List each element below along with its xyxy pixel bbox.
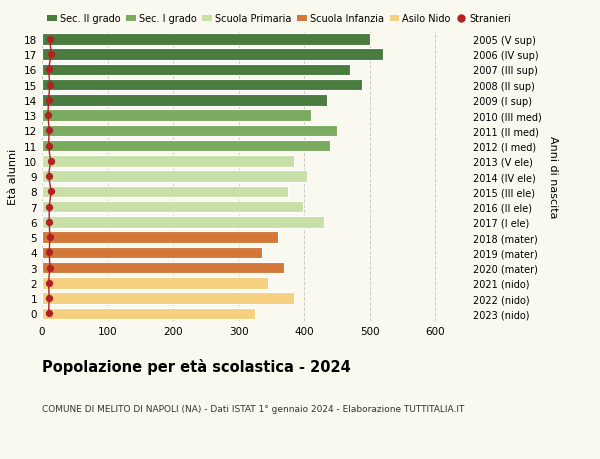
Text: COMUNE DI MELITO DI NAPOLI (NA) - Dati ISTAT 1° gennaio 2024 - Elaborazione TUTT: COMUNE DI MELITO DI NAPOLI (NA) - Dati I… xyxy=(42,404,464,413)
Point xyxy=(45,234,55,241)
Bar xyxy=(42,95,327,106)
Y-axis label: Età alunni: Età alunni xyxy=(8,149,19,205)
Bar xyxy=(42,293,295,304)
Bar xyxy=(42,64,350,76)
Bar xyxy=(42,186,288,198)
Text: Popolazione per età scolastica - 2024: Popolazione per età scolastica - 2024 xyxy=(42,358,351,374)
Point xyxy=(44,218,54,226)
Point xyxy=(45,82,55,89)
Point xyxy=(44,128,54,135)
Bar xyxy=(42,34,370,45)
Point xyxy=(44,67,53,74)
Bar xyxy=(42,202,303,213)
Point xyxy=(45,264,55,272)
Point xyxy=(44,295,54,302)
Point xyxy=(44,143,53,150)
Bar xyxy=(42,80,362,91)
Point xyxy=(44,203,54,211)
Point xyxy=(44,310,53,317)
Bar xyxy=(42,140,331,152)
Bar xyxy=(42,171,307,182)
Bar xyxy=(42,247,262,258)
Bar xyxy=(42,232,278,243)
Y-axis label: Anni di nascita: Anni di nascita xyxy=(548,135,558,218)
Point xyxy=(44,249,54,257)
Point xyxy=(46,51,56,59)
Bar xyxy=(42,278,268,289)
Point xyxy=(46,158,55,165)
Bar xyxy=(42,125,337,137)
Point xyxy=(43,112,53,119)
Point xyxy=(44,97,53,104)
Bar xyxy=(42,263,284,274)
Bar xyxy=(42,156,295,167)
Bar xyxy=(42,308,255,319)
Point xyxy=(46,188,56,196)
Point xyxy=(45,36,55,44)
Point xyxy=(44,173,53,180)
Bar xyxy=(42,49,383,61)
Bar xyxy=(42,217,324,228)
Legend: Sec. II grado, Sec. I grado, Scuola Primaria, Scuola Infanzia, Asilo Nido, Stran: Sec. II grado, Sec. I grado, Scuola Prim… xyxy=(47,14,511,24)
Bar xyxy=(42,110,311,122)
Point xyxy=(44,280,53,287)
